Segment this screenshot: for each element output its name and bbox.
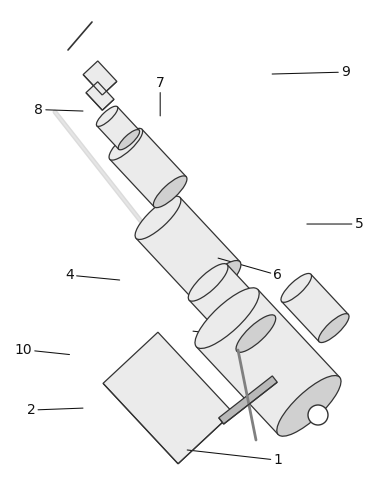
Polygon shape bbox=[178, 412, 233, 464]
Text: 4: 4 bbox=[65, 268, 120, 282]
Polygon shape bbox=[97, 107, 139, 149]
Polygon shape bbox=[136, 197, 240, 302]
Polygon shape bbox=[223, 382, 277, 424]
Text: 1: 1 bbox=[187, 450, 282, 467]
Text: 8: 8 bbox=[34, 103, 83, 116]
Ellipse shape bbox=[153, 176, 187, 207]
Text: 5: 5 bbox=[307, 217, 363, 231]
Ellipse shape bbox=[109, 129, 143, 160]
Polygon shape bbox=[102, 99, 114, 110]
Ellipse shape bbox=[281, 273, 312, 302]
Polygon shape bbox=[196, 289, 340, 434]
Polygon shape bbox=[103, 332, 233, 464]
Text: 9: 9 bbox=[272, 65, 350, 79]
Polygon shape bbox=[103, 383, 178, 464]
Polygon shape bbox=[110, 129, 186, 207]
Text: 10: 10 bbox=[14, 343, 69, 356]
Polygon shape bbox=[83, 75, 102, 95]
Ellipse shape bbox=[118, 130, 140, 150]
Ellipse shape bbox=[236, 315, 276, 353]
Ellipse shape bbox=[135, 196, 181, 240]
Polygon shape bbox=[282, 274, 349, 342]
Text: 2: 2 bbox=[27, 403, 83, 417]
Polygon shape bbox=[219, 418, 223, 424]
Circle shape bbox=[308, 405, 328, 425]
Text: 7: 7 bbox=[156, 76, 164, 116]
Text: 6: 6 bbox=[218, 258, 282, 282]
Ellipse shape bbox=[318, 314, 349, 342]
Polygon shape bbox=[83, 61, 117, 95]
Ellipse shape bbox=[277, 375, 341, 436]
Text: 3: 3 bbox=[193, 331, 282, 348]
Polygon shape bbox=[86, 93, 102, 110]
Polygon shape bbox=[102, 81, 117, 95]
Polygon shape bbox=[219, 376, 277, 424]
Polygon shape bbox=[189, 264, 275, 351]
Ellipse shape bbox=[195, 288, 259, 349]
Ellipse shape bbox=[195, 261, 241, 304]
Polygon shape bbox=[86, 82, 114, 110]
Ellipse shape bbox=[96, 106, 118, 127]
Ellipse shape bbox=[188, 263, 228, 301]
